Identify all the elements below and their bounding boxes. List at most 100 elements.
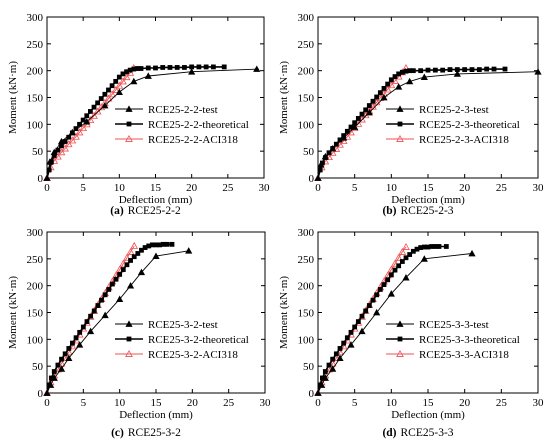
- data-point-theoretical: [366, 103, 372, 108]
- data-point-aci: [122, 73, 131, 81]
- data-point-theoretical: [341, 133, 347, 139]
- panel-caption: (d) RCE25-3-3: [382, 427, 453, 439]
- x-tick-label: 25: [496, 397, 508, 409]
- series-theoretical: [46, 64, 227, 179]
- data-point-theoretical: [95, 100, 101, 106]
- data-point-test: [76, 341, 84, 348]
- data-point-theoretical: [322, 369, 328, 374]
- legend-label: RCE25-2-3-theoretical: [419, 119, 520, 131]
- data-point-theoretical: [221, 64, 227, 70]
- legend-entry: RCE25-2-2-ACI318: [115, 134, 238, 146]
- data-point-aci: [79, 124, 88, 132]
- x-tick-label: 25: [496, 182, 508, 194]
- legend-marker: [396, 349, 404, 357]
- data-point-theoretical: [436, 244, 442, 249]
- y-tick-label: 0: [38, 388, 44, 400]
- legend-entry: RCE25-2-2-test: [115, 104, 218, 116]
- data-point-theoretical: [124, 262, 130, 268]
- data-point-theoretical: [99, 297, 104, 303]
- data-point-aci: [391, 259, 399, 267]
- data-point-theoretical: [407, 68, 413, 74]
- y-tick-label: 0: [309, 388, 315, 400]
- data-point-theoretical: [120, 71, 126, 77]
- data-point-theoretical: [330, 146, 336, 151]
- data-point-theoretical: [77, 329, 83, 335]
- data-point-aci: [402, 243, 410, 250]
- legend-entry: RCE25-3-2-ACI318: [115, 349, 238, 361]
- y-tick-label: 100: [27, 119, 44, 131]
- data-point-theoretical: [337, 137, 343, 143]
- data-point-test: [420, 255, 428, 262]
- data-point-theoretical: [153, 242, 159, 248]
- data-point-test: [101, 101, 109, 109]
- data-point-theoretical: [48, 375, 54, 381]
- data-point-theoretical: [381, 85, 387, 91]
- series-theoretical: [317, 66, 508, 179]
- data-point-theoretical: [359, 111, 365, 117]
- data-point-test: [65, 354, 73, 361]
- series-line-aci: [46, 67, 135, 179]
- legend-label: RCE25-2-2-test: [148, 104, 218, 116]
- data-point-aci: [75, 128, 84, 136]
- data-point-theoretical: [55, 147, 61, 153]
- data-point-theoretical: [396, 263, 402, 269]
- series-aci: [43, 63, 138, 181]
- data-point-theoretical: [138, 66, 144, 71]
- caption-text: RCE25-2-3: [401, 205, 454, 217]
- data-point-theoretical: [146, 243, 152, 249]
- legend-label: RCE25-3-3-ACI318: [419, 349, 509, 361]
- data-point-theoretical: [48, 159, 54, 165]
- data-point-theoretical: [399, 259, 405, 264]
- data-point-theoretical: [348, 329, 354, 335]
- data-point-theoretical: [333, 351, 339, 357]
- data-point-test: [116, 295, 124, 302]
- legend-entry: RCE25-3-3-theoretical: [386, 334, 520, 346]
- data-point-theoretical: [102, 292, 108, 298]
- y-axis-label: Moment (kN·m): [278, 276, 290, 349]
- data-point-aci: [115, 81, 124, 89]
- data-point-theoretical: [84, 113, 90, 119]
- legend-label: RCE25-2-3-test: [419, 104, 489, 116]
- x-axis-label: Deflection (mm): [391, 409, 465, 421]
- y-tick-label: 100: [27, 334, 44, 346]
- chart-panel: 0 5 10 15 20 25 30050100150200250300Deflection…: [7, 12, 270, 217]
- data-point-theoretical: [73, 335, 79, 341]
- data-point-theoretical: [116, 74, 122, 80]
- data-point-theoretical: [113, 79, 119, 84]
- data-point-theoretical: [381, 282, 387, 287]
- data-point-test: [185, 247, 193, 254]
- data-point-theoretical: [344, 335, 350, 341]
- legend-entry: RCE25-3-2-theoretical: [115, 334, 249, 346]
- data-point-theoretical: [410, 248, 416, 254]
- y-tick-label: 300: [27, 12, 44, 24]
- x-tick-label: 10: [114, 182, 126, 194]
- data-point-test: [101, 311, 109, 319]
- data-point-theoretical: [374, 292, 380, 298]
- data-point-theoretical: [127, 67, 133, 73]
- data-point-theoretical: [59, 356, 64, 362]
- data-point-theoretical: [153, 65, 158, 71]
- data-point-theoretical: [491, 66, 497, 72]
- x-tick-label: 5: [352, 182, 358, 194]
- y-tick-label: 0: [38, 173, 44, 185]
- data-point-theoretical: [359, 313, 365, 319]
- data-point-test: [152, 252, 160, 260]
- legend-entry: RCE25-2-2-theoretical: [115, 119, 249, 131]
- data-point-aci: [90, 111, 98, 119]
- x-tick-label: 5: [80, 182, 86, 194]
- data-point-theoretical: [110, 281, 115, 287]
- data-point-theoretical: [440, 67, 446, 73]
- data-point-test: [347, 341, 355, 348]
- data-point-theoretical: [396, 71, 402, 77]
- data-point-theoretical: [330, 356, 336, 362]
- plot-frame: [317, 16, 539, 179]
- data-point-test: [395, 83, 403, 90]
- panel-caption: (c) RCE25-3-2: [111, 427, 181, 439]
- chart-panel: 0 5 10 15 20 25 30050100150200250300Deflection…: [7, 227, 271, 439]
- data-point-test: [126, 282, 135, 289]
- data-point-theoretical: [145, 65, 151, 71]
- x-axis-label: Deflection (mm): [119, 409, 193, 421]
- y-tick-label: 50: [303, 146, 315, 158]
- data-point-theoretical: [66, 346, 72, 351]
- y-tick-label: 250: [27, 39, 44, 51]
